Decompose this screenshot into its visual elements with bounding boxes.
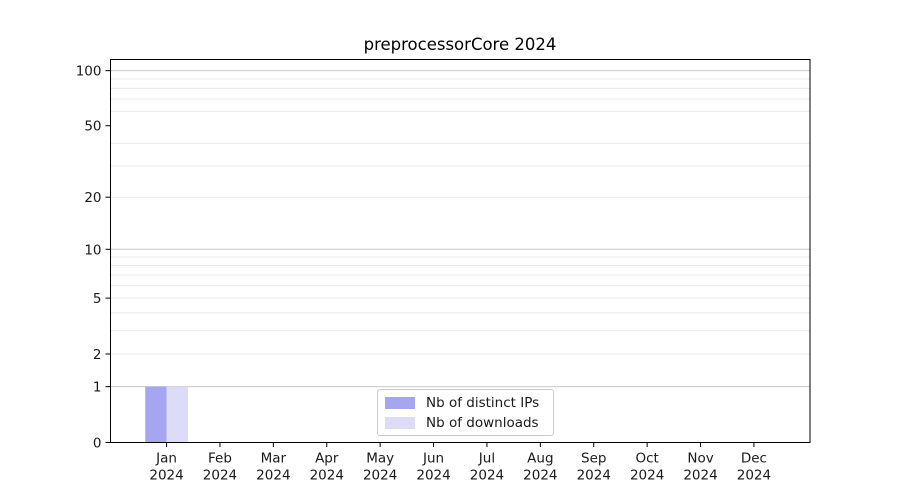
y-tick-label: 20	[84, 190, 101, 206]
y-tick-label: 100	[76, 64, 102, 80]
bar-nb-of-distinct-ips	[145, 386, 167, 443]
legend-item-downloads: Nb of downloads	[385, 415, 545, 431]
x-tick-label: Apr 2024	[310, 451, 344, 484]
plot-border	[110, 59, 811, 443]
y-tick-label: 1	[93, 380, 102, 396]
x-tick-label: Dec 2024	[737, 451, 771, 484]
x-tick-label: Jan 2024	[149, 451, 183, 484]
x-tick-label: Feb 2024	[203, 451, 237, 484]
legend-swatch-distinct-ips	[385, 396, 415, 409]
x-tick-label: Aug 2024	[523, 451, 557, 484]
chart-legend: Nb of distinct IPs Nb of downloads	[377, 389, 554, 436]
chart-title: preprocessorCore 2024	[363, 35, 557, 54]
y-tick-label: 10	[84, 242, 101, 258]
bar-nb-of-downloads	[166, 386, 188, 443]
x-tick-label: Jun 2024	[416, 451, 450, 484]
x-tick-label: Jul 2024	[470, 451, 504, 484]
x-tick-label: Sep 2024	[577, 451, 611, 484]
y-tick-label: 5	[93, 291, 102, 307]
legend-item-distinct-ips: Nb of distinct IPs	[385, 395, 545, 411]
y-tick-label: 2	[93, 347, 102, 363]
y-tick-label: 0	[93, 436, 102, 452]
legend-label-downloads: Nb of downloads	[426, 414, 539, 431]
x-tick-label: Oct 2024	[630, 451, 664, 484]
x-tick-label: Nov 2024	[683, 451, 717, 484]
x-tick-label: Mar 2024	[256, 451, 290, 484]
x-tick-label: May 2024	[363, 451, 397, 484]
legend-swatch-downloads	[385, 416, 415, 429]
legend-label-distinct-ips: Nb of distinct IPs	[426, 394, 540, 411]
y-tick-label: 50	[84, 119, 101, 135]
